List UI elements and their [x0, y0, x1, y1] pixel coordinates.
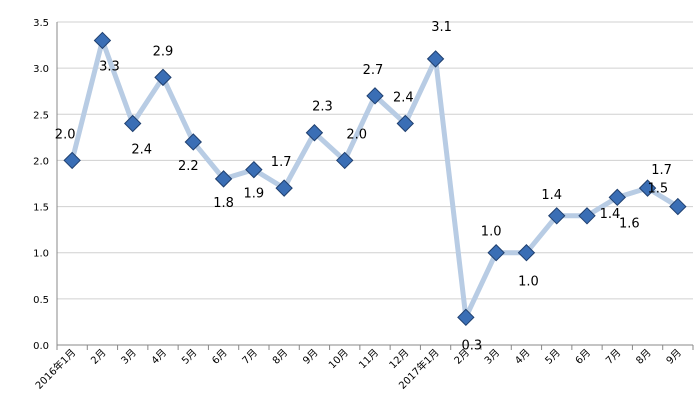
y-tick-label: 3.5 [33, 18, 49, 29]
x-tick-label: 2016年1月 [32, 346, 78, 392]
data-label: 1.7 [271, 155, 292, 170]
data-label: 2.2 [178, 159, 199, 174]
data-label: 1.9 [244, 187, 265, 202]
x-tick-label: 5月 [543, 347, 563, 367]
data-point [396, 114, 414, 133]
data-label: 1.7 [651, 163, 672, 178]
x-tick-label: 6月 [573, 347, 593, 367]
data-point [305, 124, 324, 142]
x-tick-label: 11月 [357, 347, 382, 372]
data-label: 2.0 [346, 127, 367, 142]
data-point [608, 188, 626, 207]
data-point [548, 207, 566, 225]
data-point [154, 68, 172, 87]
y-tick-label: 1.5 [33, 203, 49, 214]
x-tick-label: 3月 [119, 347, 139, 367]
x-tick-label: 5月 [179, 347, 199, 367]
data-markers [63, 31, 687, 327]
data-point [63, 151, 81, 170]
data-point [336, 151, 354, 170]
x-tick-label: 9月 [300, 347, 320, 367]
x-tick-label: 4月 [149, 347, 169, 367]
data-label: 1.5 [648, 182, 669, 197]
x-tick-label: 7月 [240, 347, 260, 367]
data-label: 1.6 [619, 216, 640, 231]
data-label: 2.9 [153, 44, 174, 59]
data-label: 3.1 [431, 20, 452, 35]
data-label: 2.7 [363, 63, 384, 78]
y-tick-label: 2.0 [33, 156, 49, 167]
data-label: 1.0 [518, 275, 539, 290]
data-point [517, 244, 536, 262]
x-tick-label: 8月 [634, 347, 654, 367]
x-tick-label: 4月 [512, 347, 532, 367]
data-point [366, 87, 384, 105]
y-tick-label: 2.5 [33, 110, 49, 121]
data-label: 2.3 [312, 100, 333, 115]
data-label: 1.0 [481, 225, 502, 240]
data-label: 1.4 [600, 207, 621, 222]
data-label: 1.8 [213, 196, 234, 211]
data-point [214, 170, 233, 188]
y-tick-label: 1.0 [33, 249, 49, 260]
data-point [184, 133, 202, 151]
x-tick-label: 6月 [210, 347, 230, 367]
data-label: 1.4 [541, 188, 562, 203]
x-tick-label: 9月 [664, 347, 684, 367]
data-point [578, 207, 596, 225]
data-point [487, 244, 505, 262]
data-label: 0.3 [462, 338, 483, 353]
data-labels: 2.0 3.3 2.4 2.9 2.2 1.8 1.9 1.7 2.3 2.0 2.7 2.4 3.1 0… [55, 20, 672, 353]
data-point [426, 50, 445, 68]
y-tick-label: 0.5 [33, 295, 49, 306]
y-axis-ticks: 0.0 0.5 1.0 1.5 2.0 2.5 3.0 3.5 [33, 18, 49, 352]
y-tick-label: 3.0 [33, 64, 49, 75]
x-tick-label: 8月 [270, 347, 290, 367]
data-point [93, 31, 112, 50]
data-point [275, 179, 293, 197]
data-point [124, 114, 142, 133]
data-point [457, 308, 475, 327]
data-point [245, 160, 263, 179]
x-tick-label: 7月 [603, 347, 623, 367]
x-tick-label: 2月 [88, 347, 108, 367]
x-tick-label: 12月 [387, 347, 412, 372]
data-label: 2.4 [131, 143, 152, 158]
data-point [669, 197, 687, 216]
data-point [638, 179, 657, 197]
x-tick-label: 3月 [482, 347, 502, 367]
grid-lines [56, 21, 693, 346]
y-tick-label: 0.0 [33, 341, 49, 352]
x-tick-label: 10月 [326, 347, 351, 372]
data-label: 3.3 [99, 59, 120, 74]
data-label: 2.4 [393, 91, 414, 106]
data-label: 2.0 [55, 127, 76, 142]
